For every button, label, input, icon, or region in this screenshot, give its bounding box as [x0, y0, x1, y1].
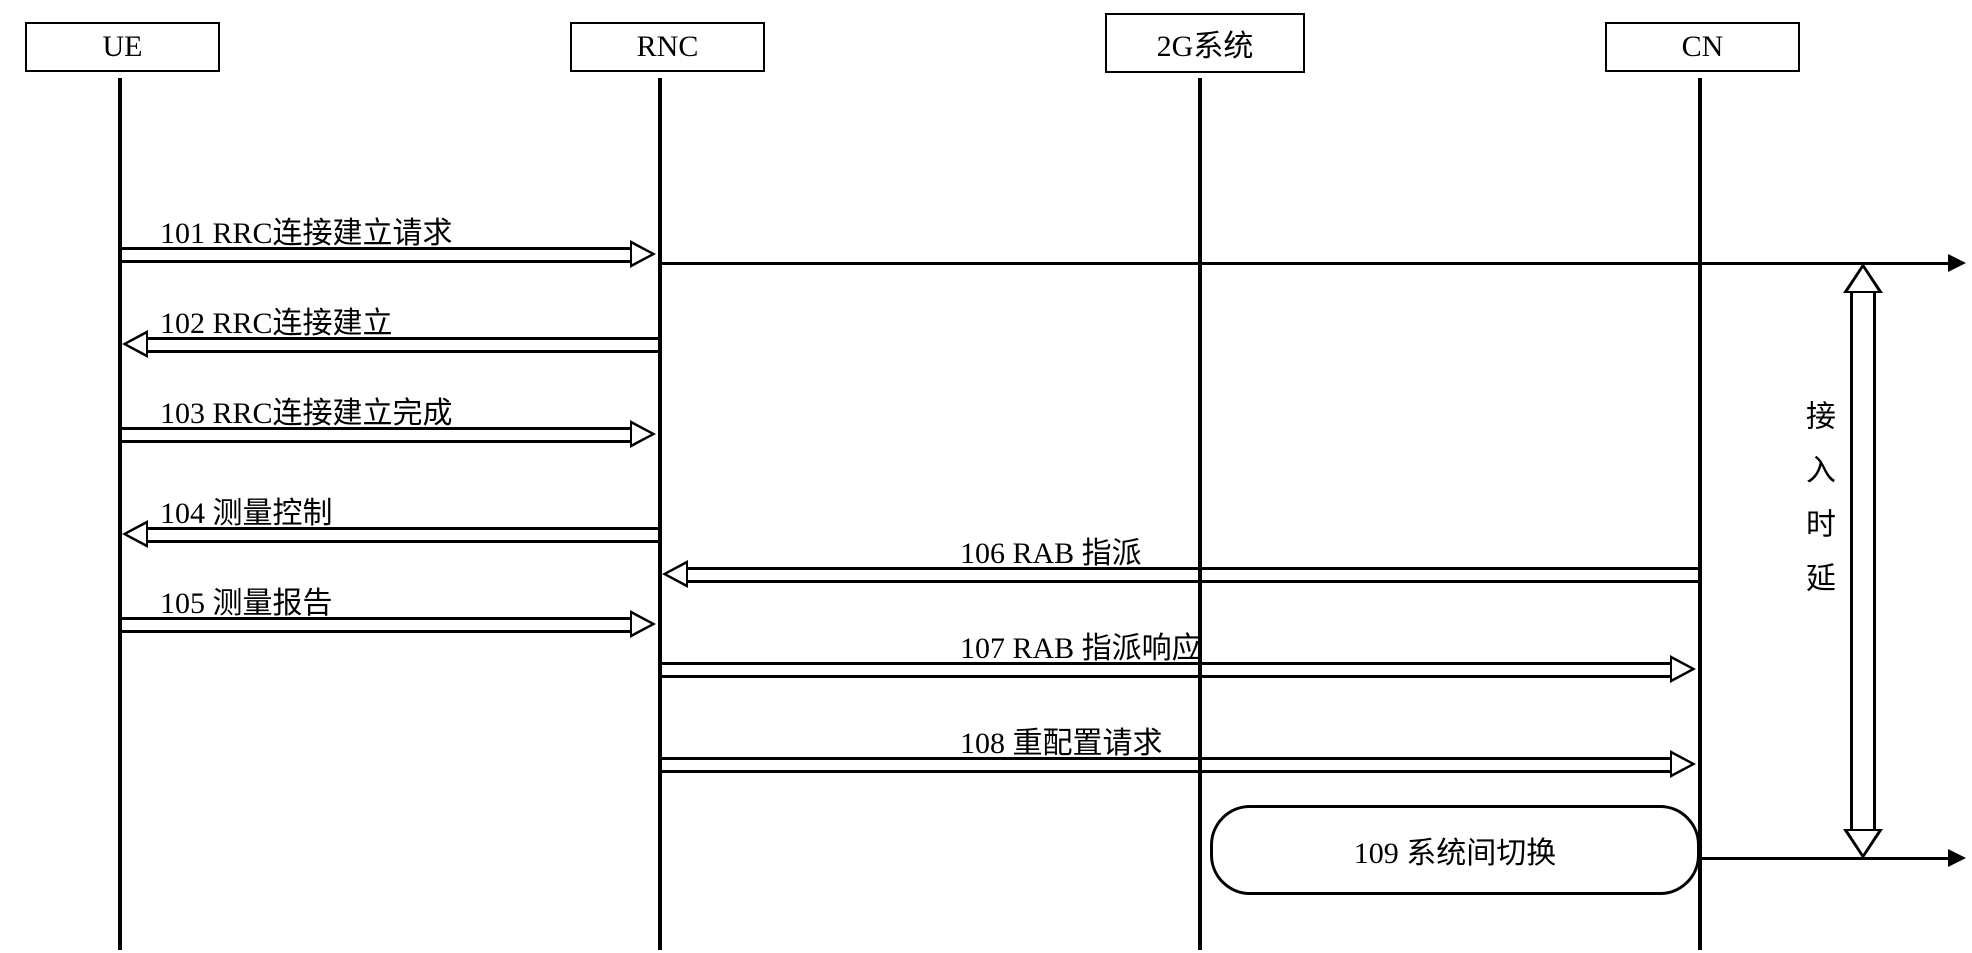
timeline-arrow-top	[660, 262, 1950, 265]
msg-102-arrowhead-icon	[122, 330, 148, 358]
msg-103-arrowhead-icon	[630, 420, 656, 448]
msg-101-arrowhead-icon	[630, 240, 656, 268]
msg-102-label: 102 RRC连接建立	[160, 298, 393, 342]
msg-107-arrow	[662, 662, 1672, 665]
msg-101-arrow	[122, 247, 632, 250]
msg-105-arrowhead-icon	[630, 610, 656, 638]
lifeline-rnc	[658, 78, 662, 950]
fragment-intersystem-handover: 109 系统间切换	[1210, 805, 1700, 895]
timeline-arrow-top-head-icon	[1948, 254, 1966, 272]
timeline-arrow-bottom	[1700, 857, 1950, 860]
msg-106-arrow	[688, 567, 1700, 570]
participant-2g-label: 2G系统	[1157, 30, 1254, 63]
msg-104-arrowhead-icon	[122, 520, 148, 548]
participant-ue: UE	[25, 22, 220, 72]
msg-107-arrowhead-icon	[1670, 655, 1696, 683]
participant-2g: 2G系统	[1105, 13, 1305, 73]
msg-106-label: 106 RAB 指派	[960, 528, 1142, 572]
span-arrow-down-icon	[1843, 829, 1883, 859]
span-arrow-up-icon	[1843, 263, 1883, 293]
msg-103-label: 103 RRC连接建立完成	[160, 388, 453, 432]
participant-rnc: RNC	[570, 22, 765, 72]
lifeline-cn	[1698, 78, 1702, 950]
lifeline-ue	[118, 78, 122, 950]
participant-cn: CN	[1605, 22, 1800, 72]
msg-108-arrowhead-icon	[1670, 750, 1696, 778]
msg-102-arrow	[148, 337, 660, 340]
msg-104-arrow	[148, 527, 660, 530]
sequence-diagram: UE RNC 2G系统 CN 101 RRC连接建立请求 102 RRC连接建立…	[0, 0, 1972, 953]
msg-103-arrow	[122, 427, 632, 430]
msg-106-arrowhead-icon	[662, 560, 688, 588]
lifeline-2g	[1198, 78, 1202, 950]
msg-107-label: 107 RAB 指派响应	[960, 623, 1202, 667]
msg-105-label: 105 测量报告	[160, 578, 333, 622]
msg-108-label: 108 重配置请求	[960, 718, 1163, 762]
fragment-109-label: 109 系统间切换	[1354, 837, 1557, 870]
participant-cn-label: CN	[1682, 30, 1724, 63]
span-access-delay-label: 接入时延	[1795, 400, 1839, 616]
msg-101-label: 101 RRC连接建立请求	[160, 208, 453, 252]
participant-ue-label: UE	[103, 30, 143, 63]
msg-104-label: 104 测量控制	[160, 488, 333, 532]
participant-rnc-label: RNC	[637, 30, 699, 63]
msg-108-arrow	[662, 757, 1672, 760]
msg-105-arrow	[122, 617, 632, 620]
timeline-arrow-bottom-head-icon	[1948, 849, 1966, 867]
